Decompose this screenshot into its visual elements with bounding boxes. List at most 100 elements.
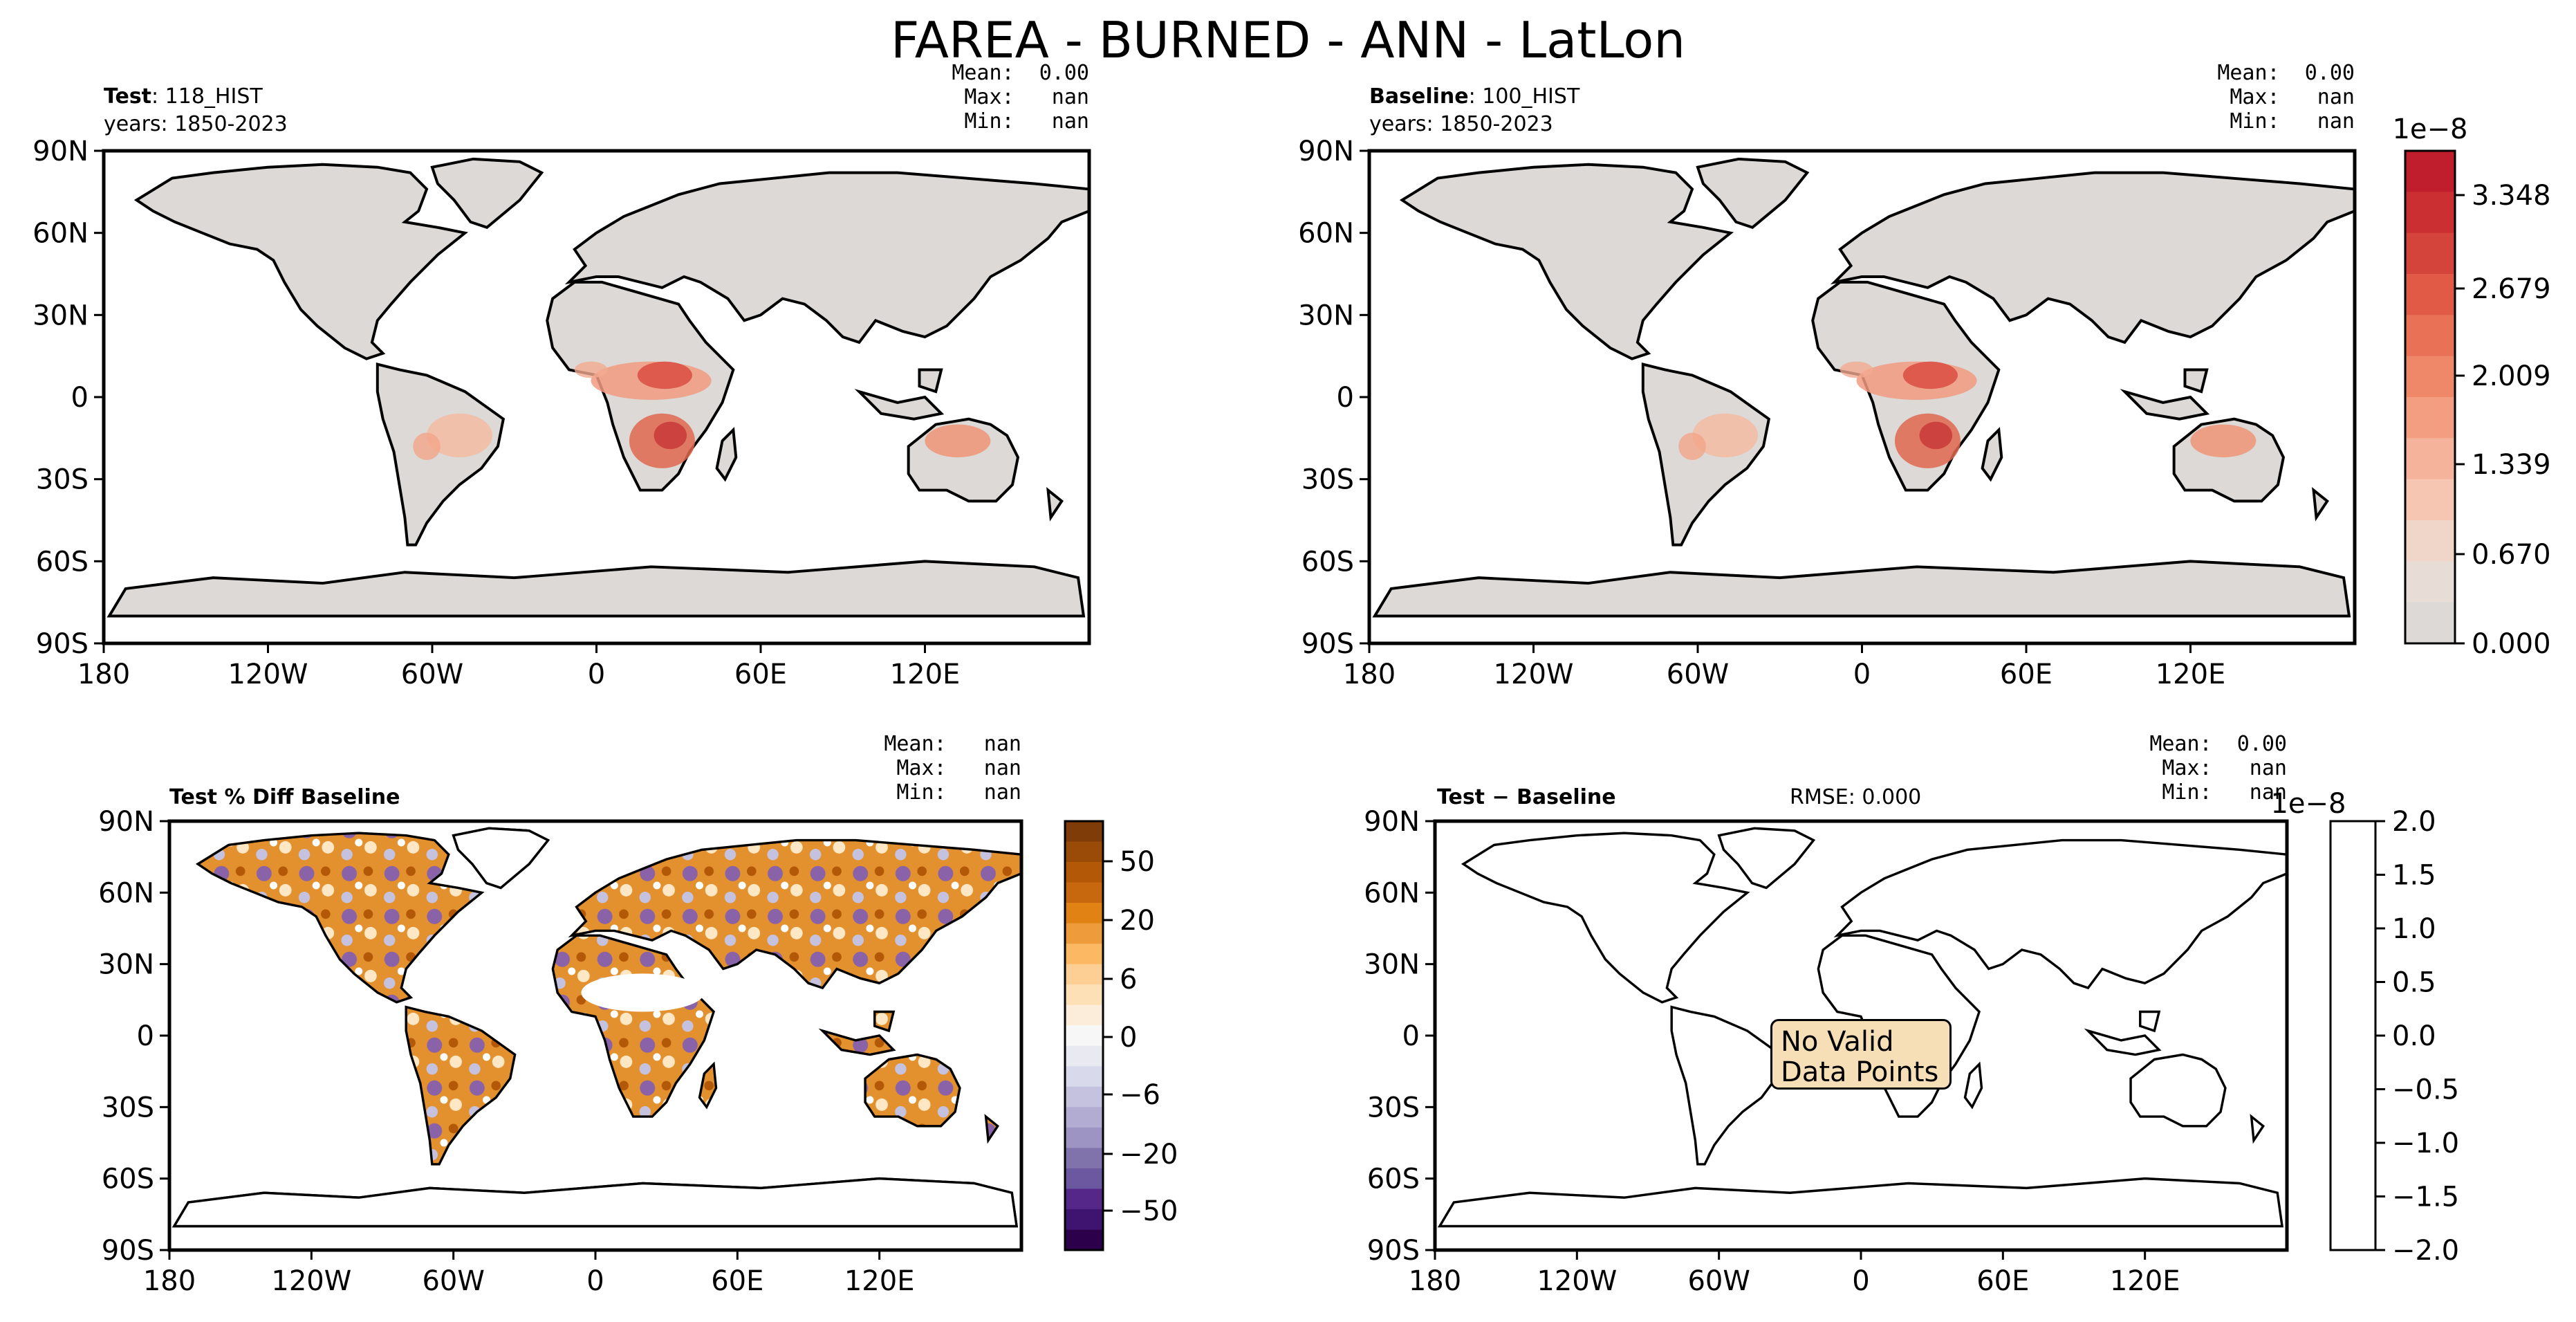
colorbar-diff-tick-label: 1.5	[2392, 860, 2436, 892]
colorbar-pct-swatch	[1065, 821, 1103, 843]
diff-lon-tick-label: 120E	[2110, 1265, 2180, 1297]
pctdiff-lat-tick-label: 90S	[102, 1235, 154, 1267]
pctdiff-lat-tick-label: 30N	[98, 949, 154, 981]
colorbar-pct-swatch	[1065, 903, 1103, 924]
test-years: years: 1850-2023	[104, 112, 288, 136]
colorbar-diff: 2.0 1.5 1.0 0.5 0.0 −0.5 −1.0 −1.5 −2.0 1e−8	[2270, 788, 2459, 1267]
test-lon-tick-label: 120W	[228, 659, 308, 690]
colorbar-diff-tick-label: 0.0	[2392, 1020, 2436, 1052]
colorbar-diff-tick-label: −1.5	[2392, 1182, 2459, 1213]
colorbar-pct-tick-label: 6	[1120, 964, 1137, 995]
colorbar-pct-swatch	[1065, 1209, 1103, 1230]
baseline-label-rest: : 100_HIST	[1468, 84, 1580, 109]
colorbar-pct-tick-label: −6	[1120, 1079, 1160, 1111]
colorbar-pct-tick-label: 50	[1120, 846, 1155, 878]
test-lon-tick-label: 180	[77, 659, 130, 690]
colorbar-main-swatch	[2405, 274, 2455, 315]
colorbar-pct-swatch	[1065, 964, 1103, 985]
colorbar-pct-swatch	[1065, 1107, 1103, 1128]
panel-pctdiff-map	[167, 819, 1023, 1252]
colorbar-main-tick-label: 3.348	[2472, 180, 2551, 212]
baseline-label: Baseline: 100_HIST	[1369, 84, 1579, 109]
baseline-lat-tick-label: 30S	[1301, 464, 1354, 496]
baseline-lon-tick-label: 60E	[2000, 659, 2053, 690]
pctdiff-lat-tick-label: 30S	[102, 1092, 154, 1123]
colorbar-pct-swatch	[1065, 1045, 1103, 1067]
colorbar-diff-tick-label: 1.0	[2392, 913, 2436, 945]
colorbar-diff-tick-label: −1.0	[2392, 1128, 2459, 1159]
diff-label: Test − Baseline	[1437, 785, 1616, 809]
colorbar-pct-swatch	[1065, 1168, 1103, 1189]
diff-lat-tick-label: 0	[1402, 1020, 1420, 1052]
colorbar-main-swatch	[2405, 397, 2455, 439]
colorbar-main-exponent: 1e−8	[2392, 113, 2467, 145]
panel-baseline-map	[1367, 149, 2357, 645]
baseline-lat-tick-label: 90S	[1301, 628, 1354, 660]
pctdiff-lon-tick-label: 120E	[844, 1265, 915, 1297]
diff-lat-tick-label: 90N	[1364, 806, 1420, 838]
pctdiff-lat-tick-label: 60N	[98, 877, 154, 909]
test-lon-tick-label: 60W	[401, 659, 463, 690]
test-lon-tick-label: 0	[588, 659, 605, 690]
pctdiff-lon-tick-label: 0	[586, 1265, 604, 1297]
colorbar-pct-swatch	[1065, 862, 1103, 883]
diff-lat-tick-label: 30S	[1367, 1092, 1420, 1123]
test-lon-tick-label: 120E	[890, 659, 961, 690]
colorbar-main-tick-label: 2.679	[2472, 273, 2551, 305]
diff-rmse: RMSE: 0.000	[1790, 785, 1922, 809]
diff-lat-tick-label: 60N	[1364, 877, 1420, 909]
diff-lat-tick-label: 30N	[1364, 949, 1420, 981]
colorbar-pct-swatch	[1065, 1127, 1103, 1148]
baseline-label-bold: Baseline	[1369, 84, 1469, 109]
baseline-lon-tick-label: 0	[1853, 659, 1871, 690]
colorbar-pct-tick-label: −20	[1120, 1139, 1178, 1170]
baseline-lat-tick-label: 30N	[1298, 300, 1354, 331]
colorbar-diff-tick-label: −2.0	[2392, 1235, 2459, 1267]
colorbar-diff-tick-label: 0.5	[2392, 967, 2436, 999]
diff-lon-tick-label: 60E	[1976, 1265, 2029, 1297]
diff-lon-tick-label: 180	[1409, 1265, 1461, 1297]
colorbar-pct-swatch	[1065, 944, 1103, 965]
diff-lon-tick-label: 60W	[1687, 1265, 1750, 1297]
test-lat-tick-label: 30S	[36, 464, 89, 496]
colorbar-main-swatch	[2405, 561, 2455, 603]
colorbar-main-swatch	[2405, 151, 2455, 192]
diff-lon-tick-label: 0	[1852, 1265, 1869, 1297]
test-lat-tick-label: 60S	[36, 546, 89, 578]
colorbar-pct-swatch	[1065, 1025, 1103, 1047]
test-lon-tick-label: 60E	[734, 659, 787, 690]
colorbar-pct-swatch	[1065, 1148, 1103, 1169]
baseline-lon-tick-label: 180	[1343, 659, 1396, 690]
colorbar-pctdiff: 50 20 6 0 −6 −20 −50	[1064, 820, 1178, 1251]
pctdiff-lon-tick-label: 60W	[422, 1265, 484, 1297]
colorbar-pct-swatch	[1065, 1229, 1103, 1251]
pctdiff-lon-tick-label: 120W	[271, 1265, 351, 1297]
colorbar-diff-exponent: 1e−8	[2270, 788, 2346, 820]
colorbar-main-tick-label: 2.009	[2472, 360, 2551, 392]
colorbar-main-swatch	[2405, 479, 2455, 521]
test-label: Test: 118_HIST	[104, 84, 263, 109]
colorbar-pct-swatch	[1065, 882, 1103, 903]
colorbar-pct-tick-label: −50	[1120, 1195, 1178, 1227]
colorbar-main-swatch	[2405, 232, 2455, 275]
colorbar-main-swatch	[2405, 438, 2455, 480]
colorbar-diff-tick-label: −0.5	[2392, 1074, 2459, 1106]
baseline-lon-tick-label: 60W	[1667, 659, 1729, 690]
test-lat-tick-label: 0	[71, 382, 89, 414]
colorbar-pct-tick-label: 20	[1120, 905, 1155, 937]
colorbar-pct-swatch	[1065, 841, 1103, 863]
pctdiff-lon-tick-label: 180	[143, 1265, 196, 1297]
diff-stats: Mean: 0.00 Max: nan Min: nan	[2149, 732, 2287, 805]
baseline-lon-tick-label: 120E	[2156, 659, 2226, 690]
figure-title: FAREA - BURNED - ANN - LatLon	[891, 11, 1685, 69]
pctdiff-lat-tick-label: 0	[137, 1020, 154, 1052]
diff-lat-tick-label: 90S	[1367, 1235, 1420, 1267]
colorbar-main: 3.348 2.679 2.009 1.339 0.670 0.000 1e−8	[2392, 113, 2550, 660]
test-lat-tick-label: 90S	[36, 628, 89, 660]
test-lat-tick-label: 60N	[33, 218, 89, 250]
no-valid-data-box: No Valid Data Points	[1770, 1019, 1952, 1090]
colorbar-pct-swatch	[1065, 1086, 1103, 1108]
baseline-lat-tick-label: 60S	[1301, 546, 1354, 578]
test-lat-tick-label: 30N	[33, 300, 89, 331]
colorbar-main-swatch	[2405, 602, 2455, 644]
